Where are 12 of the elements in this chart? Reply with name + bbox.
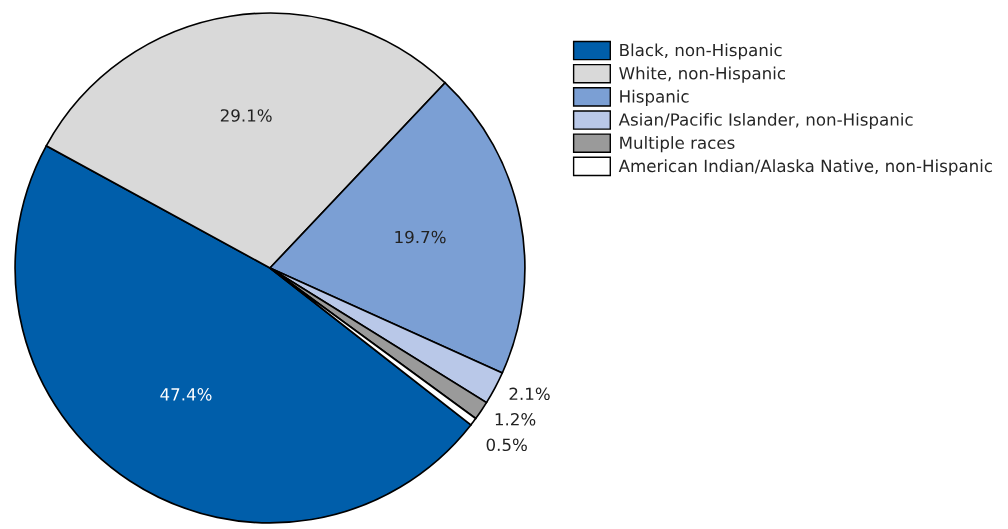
data-label: 29.1% [220,109,272,122]
data-label: 1.2% [495,412,536,426]
legend-label: Hispanic [620,89,689,106]
data-label: 0.5% [486,438,527,452]
legend-label: American Indian/Alaska Native, non-Hispanic [618,159,992,176]
data-label: 47.4% [160,388,212,401]
data-label: 19.7% [395,230,446,244]
legend-label: Asian/Pacific Islander, non-Hispanic [618,112,913,130]
legend-label: White, non-Hispanic [619,66,785,83]
legend-label: Black, non-Hispanic [620,43,782,60]
data-label: 2.1% [509,387,550,401]
legend-label: Multiple races [620,136,735,153]
